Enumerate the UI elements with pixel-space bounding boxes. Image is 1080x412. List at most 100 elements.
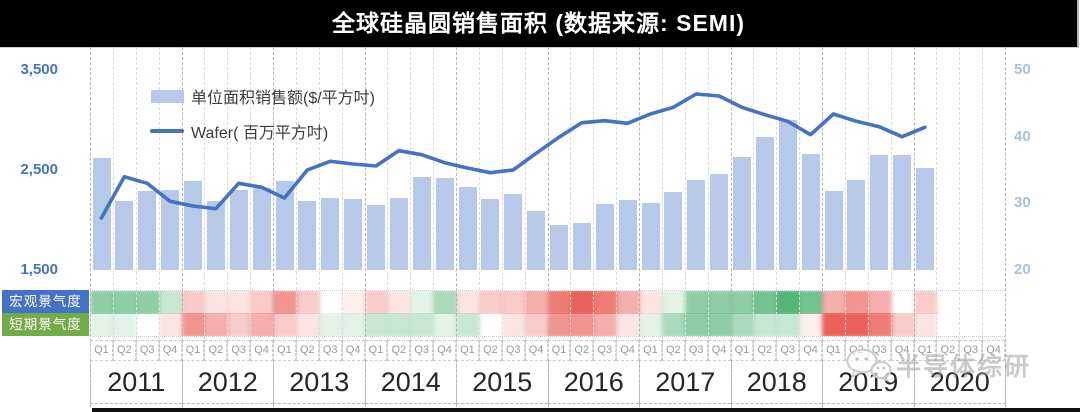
heat-cell (570, 291, 595, 314)
heat-cell (227, 313, 252, 336)
quarter-cell: Q1 (181, 340, 205, 361)
bar (870, 155, 889, 270)
bar (92, 158, 111, 270)
grid-line (410, 47, 412, 360)
quarter-cell: Q3 (135, 340, 159, 361)
heat-cell (730, 291, 755, 314)
quarter-cell: Q4 (250, 340, 273, 361)
heat-cell (913, 291, 938, 314)
heat-cell (501, 313, 526, 336)
grid-line (90, 47, 91, 407)
quarter-cell: Q1 (639, 340, 662, 361)
grid-line (341, 47, 343, 360)
grid-line (959, 47, 961, 360)
year-cell: 2012 (181, 360, 273, 404)
left-tick: 1,500 (20, 261, 58, 278)
quarter-cell: Q2 (936, 340, 960, 361)
quarter-cell: Q2 (753, 340, 777, 361)
heat-cells (90, 313, 1005, 336)
bar (481, 199, 500, 270)
quarter-cell: Q1 (90, 340, 113, 361)
heat-cell (867, 313, 892, 336)
quarter-cell: Q4 (433, 340, 456, 361)
grid-line (456, 47, 457, 407)
heat-cell (181, 313, 206, 336)
line-swatch-icon (150, 129, 184, 133)
right-tick: 40 (1014, 127, 1031, 145)
bar (367, 205, 385, 270)
bar (618, 200, 637, 270)
plot-area (90, 47, 1005, 270)
bar (321, 198, 340, 270)
quarter-cell: Q1 (364, 340, 388, 361)
heat-cell (753, 313, 778, 336)
grid-line (181, 47, 183, 407)
quarter-cell: Q4 (341, 340, 365, 361)
heat-cell (844, 291, 869, 314)
year-cell: 2011 (90, 360, 182, 404)
heat-cell (593, 291, 618, 314)
quarter-cell: Q2 (661, 340, 685, 361)
quarter-cell: Q4 (158, 340, 182, 361)
heat-cell (799, 313, 823, 336)
heat-cell (822, 291, 846, 314)
grid-line (661, 47, 663, 360)
bar (161, 190, 180, 270)
heat-cell (295, 291, 320, 314)
grid-line (730, 47, 732, 407)
quarter-cell: Q4 (707, 340, 731, 361)
heat-cell (387, 291, 412, 314)
grid-line (570, 47, 572, 360)
chart-title: 全球硅晶圆销售面积 (数据来源: SEMI) (332, 10, 745, 36)
grid-line (913, 47, 915, 407)
heat-cell (799, 291, 823, 314)
right-tick: 30 (1014, 194, 1031, 212)
bar (412, 177, 431, 270)
quarter-cell: Q4 (524, 340, 548, 361)
grid-line (433, 47, 435, 360)
heat-cell (753, 291, 778, 314)
heat-cell (112, 291, 137, 314)
quarter-cell: Q2 (844, 340, 868, 361)
grid-line (524, 47, 526, 360)
quarter-cell: Q2 (112, 340, 136, 361)
heat-cell (135, 291, 160, 314)
grid-line (273, 47, 274, 407)
heat-cell (90, 291, 114, 314)
quarter-cell: Q3 (318, 340, 342, 361)
heat-cell (158, 313, 183, 336)
bottom-border-bar (92, 408, 1080, 412)
heat-cell (456, 291, 480, 314)
grid-line (844, 47, 846, 360)
grid-line (158, 47, 160, 360)
heat-cell (661, 291, 686, 314)
heat-cell (547, 313, 572, 336)
heat-cell (616, 313, 640, 336)
quarter-cell: Q1 (822, 340, 845, 361)
heat-cell (707, 291, 732, 314)
heat-cell (890, 313, 915, 336)
macro-sentiment-label: 宏观景气度 (2, 290, 89, 313)
legend-line-label: Wafer( 百万平方吋) (191, 125, 329, 142)
heat-cell (410, 313, 435, 336)
quarter-cell: Q2 (570, 340, 594, 361)
bar (298, 201, 317, 270)
year-cell: 2020 (913, 360, 1006, 404)
bar (527, 211, 546, 270)
grid-line (684, 47, 686, 360)
grid-line (982, 47, 984, 360)
grid-line (936, 47, 938, 360)
heat-cell (501, 291, 526, 314)
quarter-cell: Q4 (982, 340, 1005, 361)
quarter-cell: Q1 (913, 340, 937, 361)
bar (916, 168, 934, 270)
heat-cell (410, 291, 435, 314)
bar (893, 155, 912, 270)
heat-cell (181, 291, 206, 314)
grid-line (250, 47, 252, 360)
heat-cell (639, 313, 663, 336)
heat-cell (867, 291, 892, 314)
heat-cell (90, 313, 114, 336)
year-cell: 2019 (822, 360, 914, 404)
bar (275, 181, 294, 270)
